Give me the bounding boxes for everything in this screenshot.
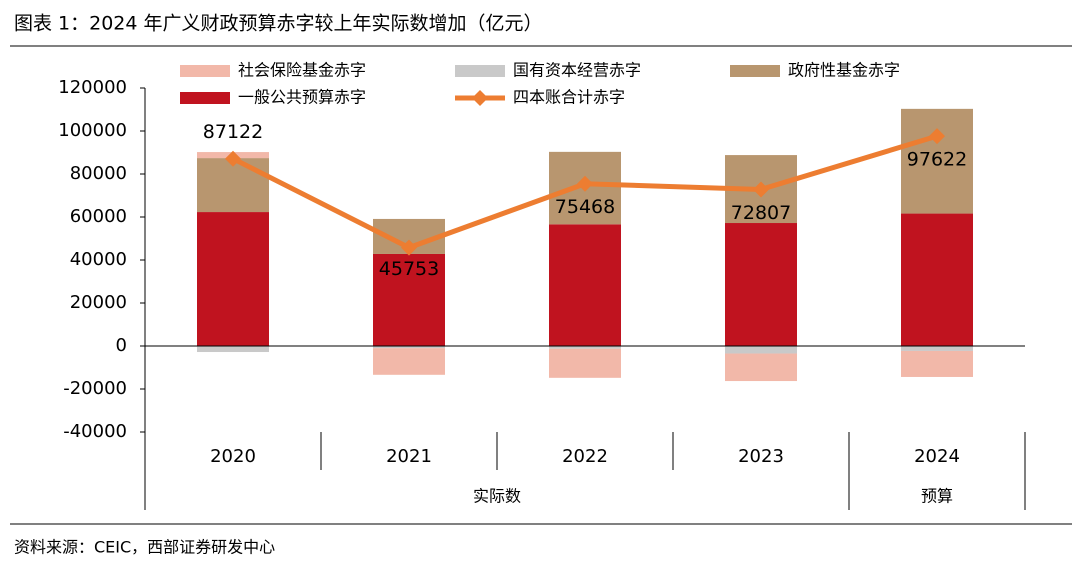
line-marker: [401, 239, 417, 256]
y-tick-label: -40000: [63, 421, 127, 442]
bar-segment: [197, 212, 269, 346]
line-marker: [225, 150, 241, 167]
bar-segment: [901, 213, 973, 346]
bar-segment: [725, 346, 797, 354]
legend-swatch: [180, 65, 230, 77]
y-tick-label: 0: [116, 335, 127, 356]
legend-swatch: [180, 92, 230, 104]
legend-label: 一般公共预算赤字: [238, 88, 366, 107]
bar-segment: [373, 346, 445, 349]
legend-marker: [472, 90, 488, 106]
bar-segment: [901, 108, 973, 214]
group-label: 实际数: [473, 487, 521, 506]
line-marker: [929, 128, 945, 145]
legend-label: 社会保险基金赤字: [238, 61, 366, 80]
bar-segment: [373, 253, 445, 346]
bar-segment: [373, 348, 445, 375]
bar-segment: [725, 223, 797, 346]
y-tick-label: 120000: [58, 77, 127, 98]
legend-label: 四本账合计赤字: [513, 88, 625, 107]
legend-swatch: [455, 65, 505, 77]
data-label: 72807: [731, 202, 791, 224]
x-tick-label: 2022: [562, 446, 608, 467]
data-label: 87122: [203, 121, 263, 143]
line-marker: [577, 175, 593, 192]
y-tick-label: 20000: [70, 292, 127, 313]
bar-segment: [901, 350, 973, 377]
x-tick-label: 2023: [738, 446, 784, 467]
bar-segment: [725, 353, 797, 382]
bar-segment: [901, 346, 973, 351]
legend-label: 政府性基金赤字: [788, 61, 900, 80]
bar-segment: [197, 158, 269, 213]
y-tick-label: 80000: [70, 163, 127, 184]
y-tick-label: -20000: [63, 378, 127, 399]
line-marker: [753, 181, 769, 198]
legend-swatch: [730, 65, 780, 77]
bar-segment: [197, 346, 269, 353]
data-label: 75468: [555, 196, 615, 218]
chart-title: 图表 1：2024 年广义财政预算赤字较上年实际数增加（亿元）: [14, 13, 543, 35]
data-label: 97622: [907, 149, 967, 171]
x-tick-label: 2024: [914, 446, 960, 467]
y-tick-label: 100000: [58, 120, 127, 141]
bar-segment: [549, 224, 621, 346]
source: 资料来源：CEIC，西部证券研发中心: [14, 538, 275, 557]
y-tick-label: 40000: [70, 249, 127, 270]
y-tick-label: 60000: [70, 206, 127, 227]
bar-segment: [549, 348, 621, 378]
legend-label: 国有资本经营赤字: [513, 61, 641, 80]
data-label: 45753: [379, 258, 439, 280]
x-tick-label: 2021: [386, 446, 432, 467]
group-label: 预算: [921, 487, 953, 506]
bar-segment: [549, 346, 621, 349]
x-tick-label: 2020: [210, 446, 256, 467]
